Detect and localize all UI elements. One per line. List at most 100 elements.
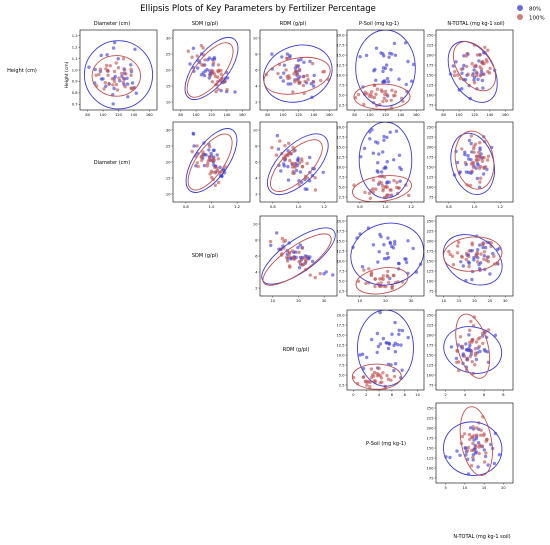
point-100 xyxy=(121,80,126,85)
x-tick-label: 80 xyxy=(352,113,357,117)
point-100 xyxy=(216,70,220,74)
diag-label-psoil: P-Soil (mg kg-1) xyxy=(366,441,406,447)
point-100 xyxy=(458,335,463,339)
x-tick-label: 0.8 xyxy=(183,205,189,209)
point-80 xyxy=(384,63,389,67)
y-tick-label: 100 xyxy=(427,185,435,189)
point-80 xyxy=(126,95,130,99)
y-tick-label: 250 xyxy=(427,313,435,317)
point-100 xyxy=(369,273,374,278)
point-100 xyxy=(468,354,472,359)
point-80 xyxy=(302,60,306,64)
point-100 xyxy=(478,141,482,145)
point-100 xyxy=(205,164,209,168)
point-100 xyxy=(475,73,479,78)
y-tick-label: 15.0 xyxy=(336,239,345,243)
point-80 xyxy=(358,55,362,59)
y-tick-label: 20.0 xyxy=(336,313,345,317)
confidence-ellipse-80 xyxy=(443,326,503,374)
point-100 xyxy=(288,265,292,269)
column-headers: Diameter (cm) SDM (g/pl) RDM (g/pl) P-So… xyxy=(94,21,505,27)
point-100 xyxy=(379,281,383,285)
point-100 xyxy=(201,150,205,154)
point-80 xyxy=(390,244,394,249)
x-tick-label: 20 xyxy=(296,299,301,303)
panel-r0-c1: 80 100 120 140 160 0.7 0.8 0.9 1.0 1.1 1.2 1.3 xyxy=(72,29,158,117)
point-80 xyxy=(125,82,130,86)
x-tick-label: 6 xyxy=(391,393,394,397)
point-80 xyxy=(384,341,388,345)
y-tick-label: 2.5 xyxy=(339,383,345,387)
y-tick-label: 4 xyxy=(255,176,258,180)
point-80 xyxy=(376,260,380,264)
point-100 xyxy=(486,328,491,332)
point-100 xyxy=(280,252,284,256)
point-80 xyxy=(270,52,274,56)
point-80 xyxy=(370,128,374,132)
x-tick-label: 1.2 xyxy=(234,205,240,209)
point-80 xyxy=(390,52,394,56)
x-tick-label: 15 xyxy=(482,486,487,490)
y-tick-label: 10.0 xyxy=(336,73,345,77)
point-80 xyxy=(468,426,473,430)
point-100 xyxy=(486,48,490,52)
point-100 xyxy=(462,432,467,436)
confidence-ellipse-100 xyxy=(187,133,233,191)
point-100 xyxy=(392,273,396,278)
point-100 xyxy=(474,70,479,74)
point-80 xyxy=(308,155,312,160)
y-tick-label: 10.0 xyxy=(336,353,345,357)
point-80 xyxy=(371,151,375,155)
point-80 xyxy=(467,157,471,161)
point-80 xyxy=(393,242,397,246)
point-80 xyxy=(365,355,369,360)
point-80 xyxy=(312,73,316,78)
point-80 xyxy=(397,153,402,157)
x-tick-label: 100 xyxy=(367,113,375,117)
point-80 xyxy=(474,450,479,454)
point-100 xyxy=(288,158,292,163)
point-80 xyxy=(202,73,207,78)
point-80 xyxy=(478,243,482,247)
point-100 xyxy=(276,71,280,76)
point-100 xyxy=(102,87,106,91)
point-100 xyxy=(116,66,121,70)
point-100 xyxy=(407,193,411,198)
point-100 xyxy=(278,139,282,143)
point-80 xyxy=(296,156,300,160)
point-100 xyxy=(352,183,356,187)
point-100 xyxy=(472,81,477,85)
point-80 xyxy=(467,333,471,337)
point-80 xyxy=(275,133,280,138)
confidence-ellipse-80 xyxy=(184,37,239,100)
y-tick-label: 175 xyxy=(427,436,434,440)
y-tick-label: 10 xyxy=(166,100,171,104)
point-100 xyxy=(477,451,481,456)
y-tick-label: 5.0 xyxy=(339,185,345,189)
point-100 xyxy=(486,259,491,264)
point-80 xyxy=(469,141,473,146)
point-100 xyxy=(367,191,372,195)
point-80 xyxy=(387,342,392,346)
legend-label-80: 80% xyxy=(529,7,541,13)
point-100 xyxy=(474,154,479,158)
point-80 xyxy=(218,165,222,169)
point-100 xyxy=(486,255,491,259)
x-tick-label: 0.8 xyxy=(357,205,363,209)
point-100 xyxy=(362,268,366,272)
point-100 xyxy=(313,188,318,192)
point-100 xyxy=(473,353,478,358)
confidence-ellipse-100 xyxy=(452,41,497,92)
point-80 xyxy=(288,54,292,58)
point-80 xyxy=(368,137,372,141)
point-80 xyxy=(470,277,474,282)
y-tick-label: 7.5 xyxy=(339,269,345,273)
diag-label-sdm: SDM (g/pl) xyxy=(192,253,218,259)
point-80 xyxy=(466,457,470,461)
point-100 xyxy=(292,72,296,76)
point-100 xyxy=(368,385,372,389)
point-100 xyxy=(365,383,369,387)
point-100 xyxy=(448,252,452,257)
panel-r3-c5: 2 4 6 8 75 100 125 150 175 200 225 250 xyxy=(427,309,514,397)
point-100 xyxy=(284,68,288,72)
